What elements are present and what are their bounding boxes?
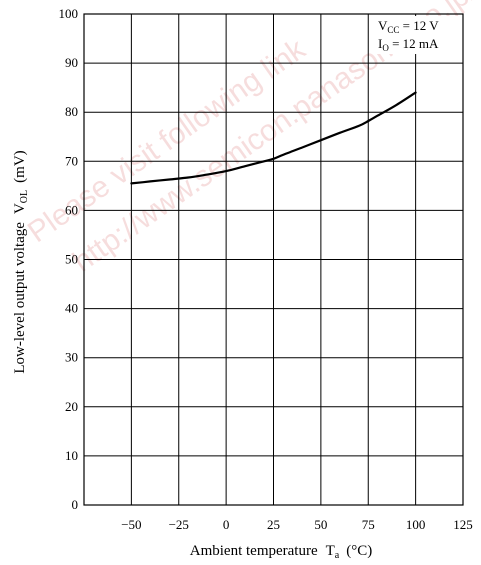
y-tick-label: 30 [65,350,78,365]
condition-io: IO = 12 mA [378,36,439,53]
x-tick-label: −25 [169,517,189,532]
condition-vcc-symbol: V [378,18,388,33]
x-tick-label: −50 [121,517,141,532]
condition-vcc-sub: CC [387,25,399,35]
series-layer [130,91,417,185]
y-tick-label: 40 [65,301,78,316]
y-tick-label: 80 [65,104,78,119]
y-tick-label: 50 [65,252,78,267]
series-line [130,91,417,185]
y-axis-title-unit: (mV) [12,150,28,183]
y-tick-label: 90 [65,55,78,70]
x-tick-label: 75 [362,517,375,532]
x-axis-ticks: −50 −25 0 25 50 75 100 125 [121,517,473,532]
y-axis-title-sub: OL [19,190,30,203]
y-tick-label: 0 [72,497,79,512]
y-tick-label: 100 [59,6,79,21]
x-tick-label: 100 [406,517,426,532]
x-tick-label: 125 [453,517,473,532]
condition-vcc-value: = 12 V [399,18,439,33]
y-axis-title: Low-level output voltage VOL (mV) [12,150,30,373]
y-tick-label: 20 [65,399,78,414]
y-axis-title-symbol: V [12,203,28,214]
plot-frame [83,13,464,506]
conditions-background [372,16,460,54]
y-tick-label: 10 [65,448,78,463]
x-axis-title-symbol: T [326,543,335,559]
x-tick-label: 50 [314,517,327,532]
x-axis-title-sub: a [335,550,340,561]
y-axis-title-text: Low-level output voltage [12,222,28,374]
condition-vcc: VCC = 12 V [378,18,439,35]
x-tick-label: 25 [267,517,280,532]
y-axis-ticks: 0 10 20 30 40 50 60 70 80 90 100 [59,6,79,512]
condition-io-sub: O [382,43,389,53]
x-axis-title-text: Ambient temperature [190,543,318,559]
x-axis-title: Ambient temperature Ta (°C) [190,543,373,561]
condition-io-value: = 12 mA [389,36,439,51]
conditions-box: VCC = 12 V IO = 12 mA [372,16,460,54]
condition-io-symbol: I [378,36,382,51]
y-tick-label: 60 [65,202,78,217]
grid [84,14,463,505]
x-axis-title-unit: (°C) [346,543,372,559]
x-tick-label: 0 [223,517,230,532]
y-tick-label: 70 [65,153,78,168]
